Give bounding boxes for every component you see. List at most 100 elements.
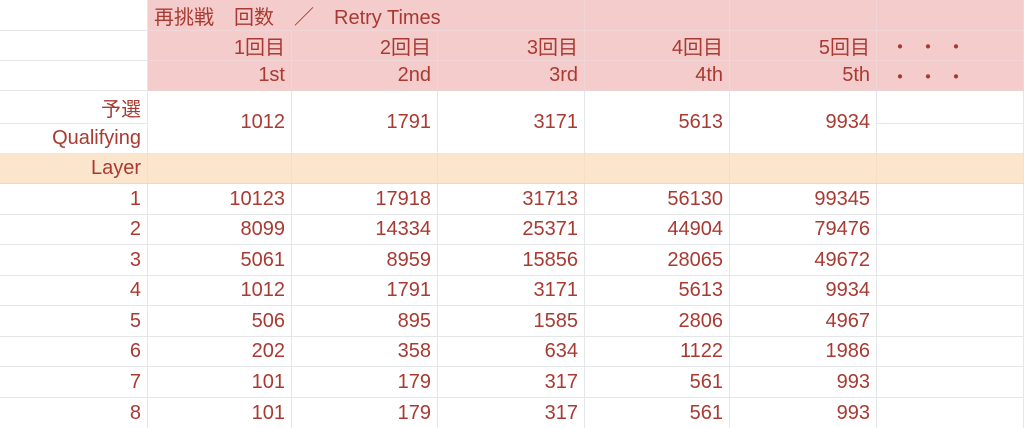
empty-band-cell[interactable] bbox=[877, 154, 1024, 184]
layer-value-cell[interactable]: 993 bbox=[730, 367, 878, 398]
attempt-header-jp-4[interactable]: 4回目 bbox=[585, 31, 731, 61]
qualifying-value-cell-5[interactable]: 9934 bbox=[730, 91, 878, 154]
layer-value-cell[interactable]: 1122 bbox=[585, 337, 731, 367]
qualifying-value-cell-4[interactable]: 5613 bbox=[585, 91, 731, 154]
layer-value-cell[interactable]: 9934 bbox=[730, 276, 878, 306]
layer-value-cell[interactable]: 99345 bbox=[730, 184, 878, 215]
empty-cell[interactable] bbox=[0, 61, 148, 91]
layer-value-cell[interactable]: 2806 bbox=[585, 306, 731, 337]
layer-value-cell[interactable]: 5613 bbox=[585, 276, 731, 306]
empty-header-cell[interactable] bbox=[585, 0, 731, 31]
layer-value-cell[interactable]: 25371 bbox=[438, 215, 586, 245]
empty-band-cell[interactable] bbox=[148, 154, 292, 184]
qualifying-label-jp-cell[interactable]: 予選 bbox=[0, 91, 148, 124]
layer-value-cell[interactable]: 506 bbox=[148, 306, 292, 337]
empty-cell[interactable] bbox=[877, 276, 1024, 306]
attempt-header-jp-2[interactable]: 2回目 bbox=[292, 31, 438, 61]
layer-value-cell[interactable]: 56130 bbox=[585, 184, 731, 215]
layer-number-cell[interactable]: 5 bbox=[0, 306, 148, 337]
empty-cell[interactable] bbox=[877, 184, 1024, 215]
empty-cell[interactable] bbox=[877, 124, 1024, 154]
layer-value-cell[interactable]: 31713 bbox=[438, 184, 586, 215]
layer-value-cell[interactable]: 28065 bbox=[585, 245, 731, 276]
layer-value-cell[interactable]: 5061 bbox=[148, 245, 292, 276]
layer-number-cell[interactable]: 6 bbox=[0, 337, 148, 367]
layer-number-cell[interactable]: 4 bbox=[0, 276, 148, 306]
attempt-header-en-1[interactable]: 1st bbox=[148, 61, 292, 91]
layer-value-cell[interactable]: 4967 bbox=[730, 306, 878, 337]
layer-value-cell[interactable]: 634 bbox=[438, 337, 586, 367]
empty-cell[interactable] bbox=[0, 31, 148, 61]
retry-times-title-cell[interactable]: 再挑戦 回数 ／ Retry Times bbox=[148, 0, 586, 31]
header-attempts-jp-row: 1回目 2回目 3回目 4回目 5回目 ・・・ bbox=[0, 31, 1024, 61]
empty-cell[interactable] bbox=[877, 245, 1024, 276]
layer-number-cell[interactable]: 2 bbox=[0, 215, 148, 245]
layer-value-cell[interactable]: 561 bbox=[585, 398, 731, 428]
layer-value-cell[interactable]: 561 bbox=[585, 367, 731, 398]
layer-value-cell[interactable]: 15856 bbox=[438, 245, 586, 276]
layer-value-cell[interactable]: 10123 bbox=[148, 184, 292, 215]
layer-value-cell[interactable]: 49672 bbox=[730, 245, 878, 276]
empty-band-cell[interactable] bbox=[438, 154, 586, 184]
qualifying-value-cell-2[interactable]: 1791 bbox=[292, 91, 438, 154]
layer-number-cell[interactable]: 3 bbox=[0, 245, 148, 276]
qualifying-value-cell-1[interactable]: 1012 bbox=[148, 91, 292, 154]
layer-value-cell[interactable]: 1791 bbox=[292, 276, 438, 306]
layer-value-cell[interactable]: 8099 bbox=[148, 215, 292, 245]
attempt-header-en-5[interactable]: 5th bbox=[730, 61, 878, 91]
layer-value-cell[interactable]: 358 bbox=[292, 337, 438, 367]
empty-cell[interactable] bbox=[877, 91, 1024, 124]
layer-value-cell[interactable]: 1986 bbox=[730, 337, 878, 367]
layer-band-row: Layer bbox=[0, 154, 1024, 184]
empty-cell[interactable] bbox=[0, 0, 148, 31]
ellipsis-header-en-cell[interactable]: ・・・ bbox=[877, 61, 1024, 91]
layer-row-4: 4 1012 1791 3171 5613 9934 bbox=[0, 276, 1024, 306]
layer-value-cell[interactable]: 101 bbox=[148, 398, 292, 428]
attempt-header-jp-5[interactable]: 5回目 bbox=[730, 31, 878, 61]
empty-header-cell[interactable] bbox=[730, 0, 878, 31]
attempt-header-jp-3[interactable]: 3回目 bbox=[438, 31, 586, 61]
layer-number-cell[interactable]: 8 bbox=[0, 398, 148, 428]
layer-value-cell[interactable]: 993 bbox=[730, 398, 878, 428]
layer-value-cell[interactable]: 202 bbox=[148, 337, 292, 367]
empty-band-cell[interactable] bbox=[292, 154, 438, 184]
ellipsis-header-jp-cell[interactable]: ・・・ bbox=[877, 31, 1024, 61]
empty-band-cell[interactable] bbox=[585, 154, 731, 184]
layer-value-cell[interactable]: 8959 bbox=[292, 245, 438, 276]
attempt-header-en-4[interactable]: 4th bbox=[585, 61, 731, 91]
layer-number-cell[interactable]: 1 bbox=[0, 184, 148, 215]
layer-row-6: 6 202 358 634 1122 1986 bbox=[0, 337, 1024, 367]
layer-value-cell[interactable]: 179 bbox=[292, 367, 438, 398]
qualifying-value-cell-3[interactable]: 3171 bbox=[438, 91, 586, 154]
layer-number-cell[interactable]: 7 bbox=[0, 367, 148, 398]
attempt-header-en-3[interactable]: 3rd bbox=[438, 61, 586, 91]
attempt-header-jp-1[interactable]: 1回目 bbox=[148, 31, 292, 61]
layer-row-1: 1 10123 17918 31713 56130 99345 bbox=[0, 184, 1024, 215]
layer-value-cell[interactable]: 895 bbox=[292, 306, 438, 337]
layer-value-cell[interactable]: 101 bbox=[148, 367, 292, 398]
empty-cell[interactable] bbox=[877, 306, 1024, 337]
empty-header-cell[interactable] bbox=[877, 0, 1024, 31]
layer-value-cell[interactable]: 317 bbox=[438, 398, 586, 428]
layer-section-header-cell[interactable]: Layer bbox=[0, 154, 148, 184]
layer-value-cell[interactable]: 1585 bbox=[438, 306, 586, 337]
layer-value-cell[interactable]: 3171 bbox=[438, 276, 586, 306]
empty-cell[interactable] bbox=[877, 337, 1024, 367]
layer-row-3: 3 5061 8959 15856 28065 49672 bbox=[0, 245, 1024, 276]
layer-value-cell[interactable]: 14334 bbox=[292, 215, 438, 245]
layer-value-cell[interactable]: 1012 bbox=[148, 276, 292, 306]
layer-value-cell[interactable]: 317 bbox=[438, 367, 586, 398]
empty-cell[interactable] bbox=[877, 367, 1024, 398]
empty-cell[interactable] bbox=[877, 215, 1024, 245]
layer-value-cell[interactable]: 44904 bbox=[585, 215, 731, 245]
layer-value-cell[interactable]: 17918 bbox=[292, 184, 438, 215]
qualifying-label-en-cell[interactable]: Qualifying bbox=[0, 124, 148, 154]
layer-value-cell[interactable]: 179 bbox=[292, 398, 438, 428]
empty-band-cell[interactable] bbox=[730, 154, 878, 184]
layer-row-8: 8 101 179 317 561 993 bbox=[0, 398, 1024, 428]
layer-value-cell[interactable]: 79476 bbox=[730, 215, 878, 245]
attempt-header-en-2[interactable]: 2nd bbox=[292, 61, 438, 91]
empty-cell[interactable] bbox=[877, 398, 1024, 428]
header-attempts-en-row: 1st 2nd 3rd 4th 5th ・・・ bbox=[0, 61, 1024, 91]
